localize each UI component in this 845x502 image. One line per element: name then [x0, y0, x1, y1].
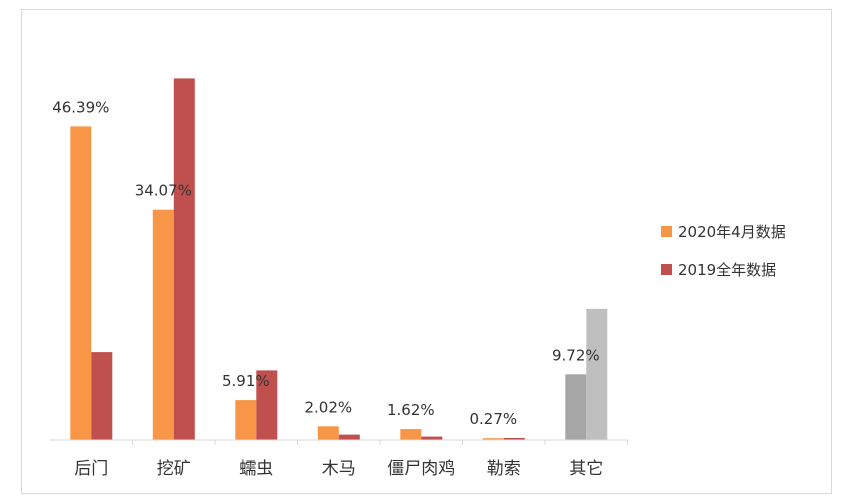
data-label-2: 34.07% — [135, 182, 192, 200]
bar-series2-7 — [586, 308, 608, 440]
bar-series1-6 — [482, 438, 504, 440]
x-tick-label-7: 其它 — [569, 459, 603, 479]
data-label-3: 5.91% — [222, 372, 270, 390]
bar-series1-1 — [70, 126, 92, 441]
bar-series1-4 — [317, 426, 339, 440]
legend: 2020年4月数据 2019全年数据 — [661, 223, 786, 279]
x-tick-label-2: 挖矿 — [157, 459, 191, 479]
x-tick-label-6: 勒索 — [487, 459, 521, 479]
x-tick-label-1: 后门 — [74, 459, 108, 479]
data-label-5: 1.62% — [387, 401, 435, 419]
x-axis-ticks: 后门 挖矿 蠕虫 木马 僵尸肉鸡 勒索 其它 — [74, 440, 628, 479]
bars-layer — [70, 78, 608, 441]
bar-series2-6 — [503, 438, 525, 440]
bar-series1-3 — [235, 400, 257, 440]
x-tick-label-5: 僵尸肉鸡 — [387, 459, 455, 479]
data-label-6: 0.27% — [469, 410, 517, 428]
bar-series2-5 — [421, 436, 443, 440]
bar-series2-3 — [256, 370, 278, 440]
data-label-7: 9.72% — [552, 346, 600, 364]
legend-label-2020: 2020年4月数据 — [678, 223, 786, 241]
bar-series2-2 — [173, 78, 195, 441]
bar-series2-1 — [91, 352, 113, 440]
data-label-1: 46.39% — [52, 98, 109, 116]
x-tick-label-3: 蠕虫 — [239, 459, 273, 479]
data-labels: 46.39% 34.07% 5.91% 2.02% 1.62% 0.27% 9.72% — [52, 98, 599, 428]
bar-series2-4 — [338, 434, 360, 440]
bar-series1-5 — [400, 429, 422, 441]
data-label-4: 2.02% — [304, 398, 352, 416]
bar-series1-7 — [565, 374, 587, 440]
legend-swatch-2019 — [661, 264, 672, 275]
bar-series1-2 — [152, 209, 174, 440]
x-tick-label-4: 木马 — [322, 459, 356, 479]
legend-label-2019: 2019全年数据 — [678, 261, 776, 279]
legend-swatch-2020 — [661, 226, 672, 237]
